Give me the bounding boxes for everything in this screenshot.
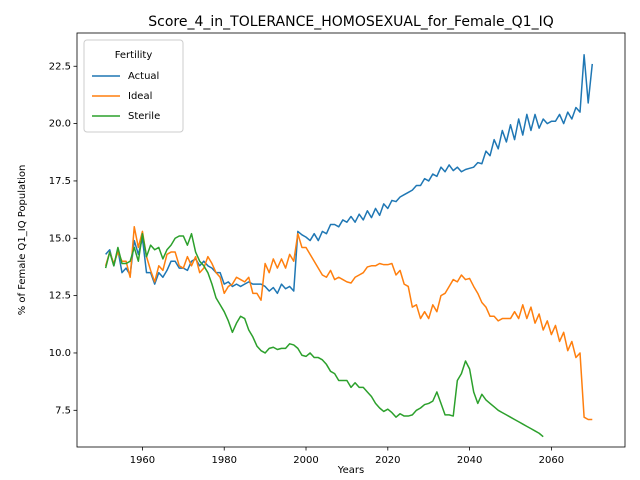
y-axis-label: % of Female Q1_IQ Population [17, 165, 28, 316]
legend-label: Actual [128, 71, 159, 82]
chart-title: Score_4_in_TOLERANCE_HOMOSEXUAL_for_Fema… [148, 14, 553, 30]
legend-title: Fertility [115, 50, 153, 61]
legend-box [83, 39, 184, 133]
series-line [105, 54, 594, 295]
x-tick-label: 2020 [375, 455, 400, 466]
y-tick-label: 22.5 [49, 61, 71, 72]
y-tick-label: 15.0 [49, 233, 71, 244]
y-tick-label: 17.5 [49, 176, 71, 187]
y-tick-label: 12.5 [49, 291, 71, 302]
y-tick-label: 7.5 [55, 405, 71, 416]
series-line [104, 226, 593, 421]
series-line [104, 232, 544, 438]
x-tick-label: 2060 [539, 455, 564, 466]
x-tick-label: 2000 [293, 455, 318, 466]
legend-label: Ideal [128, 91, 152, 102]
y-tick-label: 20.0 [49, 119, 71, 130]
plot-frame [76, 32, 626, 448]
x-axis-label: Years [337, 465, 364, 476]
legend-label: Sterile [128, 111, 160, 122]
x-tick-label: 1980 [211, 455, 236, 466]
x-tick-label: 1960 [130, 455, 155, 466]
x-tick-label: 2040 [457, 455, 482, 466]
y-tick-label: 10.0 [49, 348, 71, 359]
